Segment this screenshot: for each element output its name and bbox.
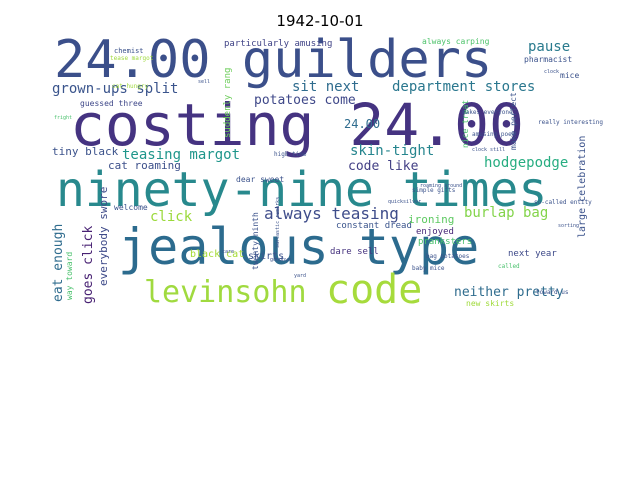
cloud-word: nice treat bbox=[461, 99, 470, 148]
cloud-word: toward us bbox=[536, 289, 569, 296]
cloud-word: costing 24.00 bbox=[70, 91, 524, 159]
cloud-word: ironing bbox=[408, 213, 455, 226]
word-cloud: 24.00 guilders costing 24.00 ninety-nine… bbox=[51, 34, 603, 310]
cloud-word: mice bbox=[560, 71, 580, 80]
cloud-word: clock still bbox=[472, 147, 506, 153]
cloud-word: grown-ups split bbox=[52, 81, 179, 97]
cloud-word: goodbye bbox=[270, 257, 292, 263]
cloud-word: tiny black bbox=[52, 145, 119, 158]
cloud-word: sarcastic remarks bbox=[275, 196, 281, 248]
cloud-word: cat roaming bbox=[108, 159, 181, 172]
cloud-word: hodgepodge bbox=[484, 155, 569, 171]
cloud-word: sell bbox=[198, 79, 211, 85]
cloud-word: enjoyed bbox=[416, 227, 454, 237]
cloud-word: quicksilver bbox=[388, 199, 422, 205]
cloud-word: amusing poem bbox=[472, 131, 516, 138]
cloud-word: pause bbox=[528, 39, 571, 55]
cloud-word: particularly amusing bbox=[224, 39, 333, 49]
cloud-word: ninety-nine times bbox=[56, 162, 548, 218]
cloud-word: eat enough bbox=[51, 223, 66, 302]
cloud-word: called bbox=[498, 263, 520, 270]
cloud-word: sit next bbox=[292, 79, 360, 95]
cloud-word: click bbox=[150, 209, 193, 225]
cloud-word: pharmacist bbox=[524, 55, 573, 64]
cloud-word: everybody swore bbox=[97, 186, 110, 286]
cloud-word: dare sell bbox=[330, 247, 379, 257]
cloud-word: roaming around bbox=[420, 183, 463, 189]
cloud-word: bag potatoes bbox=[426, 253, 470, 260]
cloud-word: goes click bbox=[81, 225, 96, 304]
cloud-word: suddenly rang bbox=[223, 67, 233, 138]
cloud-word: constant dread bbox=[336, 221, 412, 231]
cloud-word: department stores bbox=[392, 79, 536, 95]
cloud-word: black cat bbox=[190, 249, 245, 260]
cloud-word: tease margot bbox=[110, 55, 154, 62]
cloud-word: cat hungry bbox=[112, 83, 149, 90]
cloud-word: neither pretty bbox=[454, 285, 564, 300]
cloud-word: yard bbox=[294, 273, 307, 279]
cloud-word: really interesting bbox=[538, 119, 604, 126]
cloud-word: baby mice bbox=[412, 265, 445, 272]
cloud-word: jealous type bbox=[118, 218, 480, 276]
cloud-word: next year bbox=[508, 249, 557, 259]
cloud-word: simple gifts bbox=[412, 187, 456, 194]
cloud-word: fright bbox=[54, 115, 73, 121]
cloud-word: guessed three bbox=[80, 99, 143, 108]
cloud-word: large celebration bbox=[577, 135, 588, 238]
cloud-word: skin-tight bbox=[350, 143, 435, 159]
cloud-word: way toward bbox=[65, 251, 74, 300]
cloud-word: clock bbox=[544, 69, 560, 75]
page-title: 1942-10-01 bbox=[276, 12, 364, 30]
cloud-word: always teasing bbox=[264, 204, 399, 223]
cloud-word: sorting bbox=[558, 223, 580, 229]
cloud-word: dear sweet bbox=[236, 175, 285, 184]
cloud-word: make perfect bbox=[509, 92, 518, 150]
cloud-word: potatoes come bbox=[254, 93, 356, 108]
cloud-word: teasing margot bbox=[122, 147, 241, 163]
cloud-word: new skirts bbox=[466, 299, 515, 308]
cloud-word: always carping bbox=[422, 37, 490, 46]
cloud-word: chemist bbox=[114, 47, 144, 55]
cloud-word: high time bbox=[274, 151, 307, 158]
cloud-word: makes everyone bbox=[462, 109, 513, 116]
cloud-word: skirts bbox=[248, 251, 285, 262]
cloud-word: code like bbox=[348, 159, 419, 174]
cloud-word: levinsohn bbox=[144, 275, 307, 310]
cloud-word: 24.00 guilders bbox=[54, 30, 493, 90]
cloud-word: so-called entity bbox=[534, 199, 592, 206]
cloud-word: pranksters bbox=[418, 237, 473, 247]
cloud-word: welcome bbox=[114, 203, 148, 212]
cloud-word: code bbox=[326, 267, 423, 313]
cloud-word: care bbox=[222, 249, 235, 255]
cloud-word: 24.00 bbox=[344, 117, 381, 131]
cloud-word: burlap bag bbox=[464, 205, 549, 221]
